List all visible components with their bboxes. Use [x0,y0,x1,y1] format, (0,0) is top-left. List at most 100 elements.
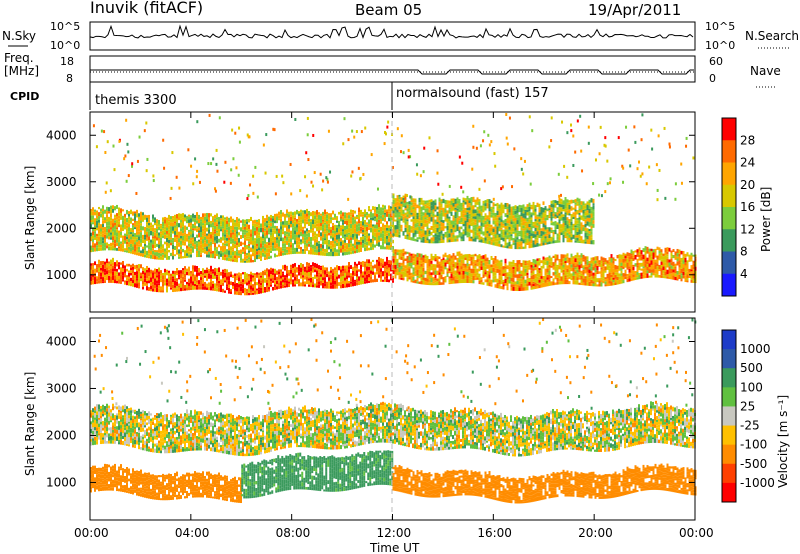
power-cell [420,266,423,271]
power-cell [576,264,579,267]
power-cell [524,230,527,235]
power-cell [298,241,300,245]
power-cell [164,282,166,286]
power-cell [310,219,312,222]
power-cell [380,278,382,282]
power-cell [188,219,190,223]
power-cell [288,224,290,229]
power-cell [232,218,234,223]
power-cell [286,229,288,232]
power-cell [666,276,669,279]
power-cell [512,218,515,222]
power-cell [216,268,218,273]
power-cell [684,257,687,263]
power-cell [158,255,160,258]
power-cell [684,253,687,258]
power-cell [532,206,535,210]
power-cell [546,282,549,287]
power-cell [152,281,154,285]
power-cell [230,250,232,256]
power-cell [438,205,441,210]
power-cell [550,209,553,212]
power-cell [498,275,501,280]
power-cell [312,278,314,282]
power-cell [626,256,629,259]
power-cell [508,268,511,272]
power-cell [98,276,100,281]
power-cell [492,236,495,240]
power-cell [272,225,274,229]
power-cell [152,272,154,276]
power-cell [486,282,489,286]
power-cell [124,216,126,219]
power-cell [416,224,419,227]
power-cell [406,270,409,274]
power-cell [310,241,312,245]
power-cell [654,264,657,270]
power-cell [294,234,296,238]
power-cell [256,251,258,255]
power-cell [174,245,176,250]
power-cell [674,273,677,277]
power-cell [520,241,523,246]
power-cell [304,281,306,285]
power-cell [244,292,246,296]
power-cell [182,274,184,277]
power-cell [104,280,106,283]
power-cell [314,269,316,273]
power-cell [652,252,655,257]
power-cell [510,244,513,249]
power-cell [510,272,513,275]
power-cell [246,232,248,237]
power-cell [504,222,507,226]
power-cell [208,236,210,240]
power-cell [404,221,407,225]
power-cell [202,213,204,218]
power-cell [236,233,238,238]
power-cell [574,262,577,266]
power-cell [116,271,118,275]
power-cell [534,267,537,271]
power-cell [504,207,507,210]
power-cell [502,204,505,210]
power-cell [406,273,409,278]
power-cell [140,242,142,247]
power-cell [468,232,471,237]
power-cell [366,238,368,242]
power-cell [638,265,641,271]
power-cell [504,234,507,238]
power-cell [422,212,425,216]
power-cell [100,228,102,232]
power-cell [266,271,268,274]
power-cell [188,278,190,283]
power-cell [312,215,314,220]
power-cell [360,261,362,265]
power-cell [688,254,691,258]
power-cell [528,211,531,216]
power-cell [526,232,529,236]
power-cell [530,239,533,244]
power-cell [328,239,330,245]
power-cell [184,241,186,246]
power-cell [504,239,507,243]
power-cell [352,243,354,247]
power-cell [562,277,565,280]
power-cell [420,197,423,203]
power-cell [226,279,228,285]
power-cell [482,258,485,263]
power-cell [456,277,459,280]
power-cell [236,240,238,243]
power-cell [648,254,651,258]
power-cell [502,237,505,242]
power-cell [538,203,541,208]
power-cell [352,274,354,278]
power-cell [680,264,683,269]
power-cell [422,205,425,211]
power-cell [642,261,645,267]
power-cell [116,239,118,243]
power-cell [208,275,210,279]
power-cell [474,253,477,257]
power-cell [392,221,394,225]
power-cell [300,224,302,229]
power-cell [322,244,324,249]
